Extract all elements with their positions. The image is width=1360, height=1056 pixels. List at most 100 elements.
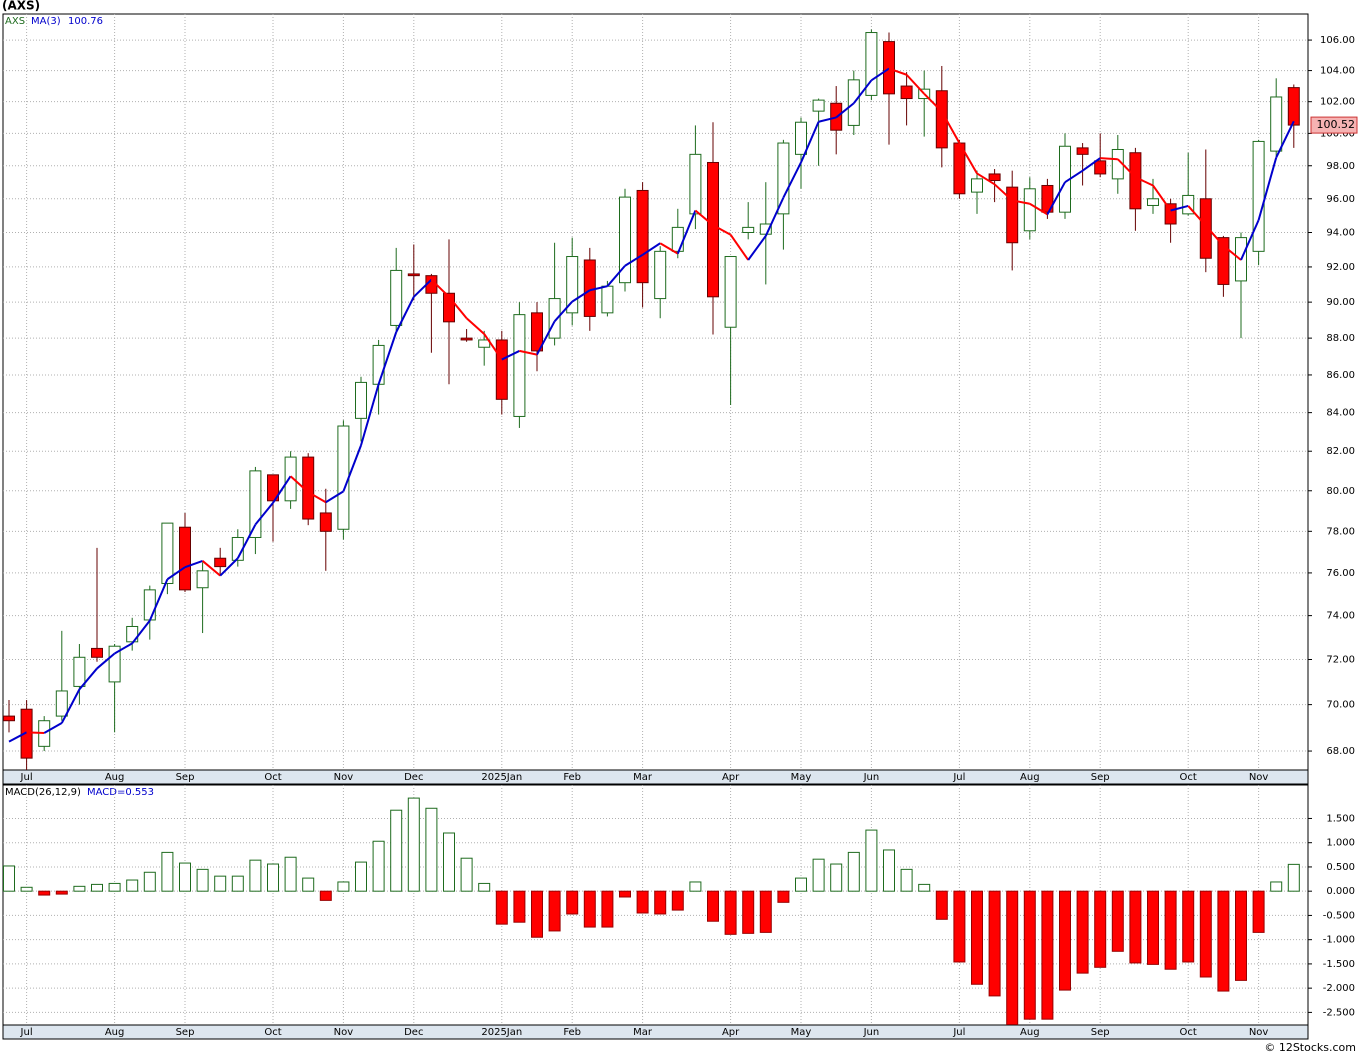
candle-body	[865, 32, 878, 96]
candle-body	[1076, 147, 1089, 155]
candle-body	[1006, 186, 1019, 244]
price-panel	[2, 13, 1309, 771]
macd-bar	[1129, 890, 1142, 964]
y-tick-label: -1.000	[1323, 935, 1355, 946]
ma-segment	[1029, 202, 1048, 216]
ma-segment	[712, 224, 732, 236]
macd-bar	[1199, 890, 1212, 978]
legend-ticker: AXS	[5, 16, 25, 27]
macd-bar	[883, 849, 895, 892]
ma-segment	[694, 209, 714, 226]
x-tick-label: Apr	[722, 1027, 740, 1038]
candle-body	[1094, 160, 1107, 175]
ma-segment	[96, 652, 116, 670]
y-tick-label: 0.000	[1326, 886, 1355, 897]
ma-segment	[1275, 120, 1295, 159]
macd-bar	[1270, 881, 1283, 892]
y-tick-label: 90.00	[1326, 297, 1355, 308]
ma-segment	[536, 320, 556, 356]
candle-body	[1164, 203, 1177, 225]
ma-segment	[166, 566, 186, 581]
x-tick-label: Dec	[404, 1027, 423, 1038]
candle-body	[601, 285, 614, 314]
ma-segment	[519, 349, 538, 356]
x-tick-label: Jul	[952, 1027, 965, 1038]
ma-segment	[782, 162, 802, 199]
candle-body	[1199, 198, 1212, 259]
ma-segment	[764, 197, 785, 237]
macd-bar	[918, 883, 931, 892]
candle-body	[566, 256, 579, 314]
x-tick-label: Jun	[863, 772, 880, 783]
macd-title: MACD(26,12,9)	[5, 787, 81, 798]
ma-segment	[888, 67, 907, 76]
candle-body	[1023, 188, 1036, 232]
macd-bar	[759, 890, 772, 933]
ma-segment	[236, 524, 257, 559]
macd-bar	[143, 871, 156, 892]
y-tick-label: 74.00	[1326, 611, 1355, 622]
candle-body	[3, 715, 15, 722]
y-tick-label: 104.00	[1320, 66, 1355, 77]
x-tick-label: Aug	[105, 1027, 125, 1038]
ma-segment	[606, 265, 626, 287]
candle-body	[407, 273, 420, 277]
ma-segment	[676, 210, 697, 254]
macd-bar	[55, 890, 68, 895]
x-tick-label: Sep	[1091, 1027, 1110, 1038]
x-tick-label: Jul	[20, 772, 33, 783]
y-tick-label: 94.00	[1326, 227, 1355, 238]
y-tick-label: 98.00	[1326, 161, 1355, 172]
macd-bar	[742, 890, 755, 934]
macd-bar	[284, 856, 297, 892]
candle-body	[531, 312, 543, 352]
candle-body	[1287, 87, 1300, 126]
ma-segment	[289, 475, 309, 493]
x-tick-label: 2025Jan	[481, 772, 522, 783]
macd-bar	[847, 851, 860, 892]
macd-bar	[73, 885, 86, 892]
candle-body	[495, 339, 508, 400]
candle-body	[443, 292, 455, 323]
candle-body	[971, 178, 983, 193]
ma-segment	[43, 722, 63, 734]
y-tick-label: 1.500	[1326, 813, 1355, 824]
macd-bar	[601, 890, 614, 928]
x-tick-label: Jul	[952, 772, 965, 783]
macd-bar	[1287, 863, 1300, 892]
ma-segment	[26, 731, 45, 735]
candle-body	[513, 314, 526, 417]
y-tick-label: 80.00	[1326, 486, 1355, 497]
y-tick-label: 96.00	[1326, 194, 1355, 205]
macd-legend-value: MACD=0.553	[87, 787, 154, 798]
ma-segment	[853, 79, 873, 104]
macd-bar	[126, 879, 139, 892]
x-tick-label: Oct	[264, 1027, 281, 1038]
x-tick-label: Dec	[404, 772, 423, 783]
ma-segment	[940, 111, 961, 144]
candle-body	[707, 161, 719, 298]
macd-bar	[20, 886, 33, 892]
candle-body	[267, 474, 279, 502]
candle-body	[935, 90, 948, 149]
y-tick-label: 106.00	[1320, 35, 1355, 46]
y-tick-label: -2.500	[1323, 1007, 1355, 1018]
candle-body	[619, 196, 631, 284]
macd-bar	[988, 890, 1001, 997]
ma-segment	[1205, 225, 1225, 247]
macd-bar	[812, 858, 825, 892]
x-tick-label: Jul	[20, 1027, 33, 1038]
candle-body	[988, 173, 1001, 182]
ma-segment	[448, 296, 468, 319]
x-tick-label: Jun	[863, 1027, 880, 1038]
candle-body	[319, 512, 332, 532]
candle-body	[20, 708, 33, 759]
ma-segment	[1082, 157, 1101, 172]
macd-bar	[707, 890, 719, 922]
macd-bar	[108, 882, 121, 892]
macd-bar	[355, 861, 367, 892]
candle-body	[689, 153, 702, 215]
ma-segment	[184, 560, 203, 569]
candle-body	[777, 142, 790, 215]
